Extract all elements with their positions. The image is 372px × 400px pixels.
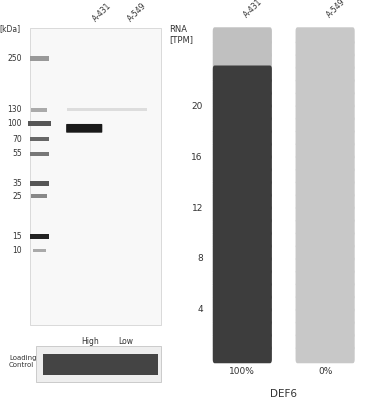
FancyBboxPatch shape: [213, 91, 272, 108]
FancyBboxPatch shape: [295, 257, 355, 274]
Text: Loading
Control: Loading Control: [9, 355, 36, 368]
Text: 20: 20: [192, 102, 203, 110]
Text: A-431: A-431: [242, 0, 264, 20]
Text: 250: 250: [7, 54, 22, 63]
FancyBboxPatch shape: [295, 308, 355, 325]
FancyBboxPatch shape: [295, 66, 355, 83]
FancyBboxPatch shape: [295, 295, 355, 312]
FancyBboxPatch shape: [295, 333, 355, 350]
FancyBboxPatch shape: [213, 269, 272, 287]
FancyBboxPatch shape: [213, 320, 272, 338]
FancyBboxPatch shape: [213, 333, 272, 350]
Text: 15: 15: [12, 232, 22, 241]
FancyBboxPatch shape: [32, 108, 48, 112]
Text: High: High: [82, 337, 99, 346]
FancyBboxPatch shape: [213, 142, 272, 160]
FancyBboxPatch shape: [67, 108, 147, 111]
Text: DEF6: DEF6: [270, 389, 297, 399]
FancyBboxPatch shape: [295, 218, 355, 236]
FancyBboxPatch shape: [30, 181, 49, 186]
Text: 130: 130: [7, 105, 22, 114]
FancyBboxPatch shape: [295, 78, 355, 96]
FancyBboxPatch shape: [33, 249, 46, 252]
FancyBboxPatch shape: [295, 27, 355, 45]
FancyBboxPatch shape: [295, 231, 355, 248]
Text: 70: 70: [12, 135, 22, 144]
FancyBboxPatch shape: [213, 218, 272, 236]
FancyBboxPatch shape: [213, 129, 272, 147]
FancyBboxPatch shape: [213, 257, 272, 274]
Text: 12: 12: [192, 204, 203, 212]
FancyBboxPatch shape: [295, 40, 355, 58]
FancyBboxPatch shape: [213, 27, 272, 45]
FancyBboxPatch shape: [295, 320, 355, 338]
FancyBboxPatch shape: [213, 346, 272, 363]
Text: 25: 25: [12, 192, 22, 200]
FancyBboxPatch shape: [66, 124, 102, 133]
FancyBboxPatch shape: [295, 244, 355, 261]
FancyBboxPatch shape: [213, 193, 272, 210]
Text: 100%: 100%: [230, 367, 255, 376]
FancyBboxPatch shape: [213, 155, 272, 172]
Text: A-549: A-549: [325, 0, 347, 20]
FancyBboxPatch shape: [213, 295, 272, 312]
Text: 0%: 0%: [318, 367, 332, 376]
Text: RNA
[TPM]: RNA [TPM]: [169, 25, 193, 44]
FancyBboxPatch shape: [213, 231, 272, 248]
FancyBboxPatch shape: [213, 40, 272, 58]
FancyBboxPatch shape: [30, 28, 161, 325]
FancyBboxPatch shape: [43, 354, 158, 374]
FancyBboxPatch shape: [295, 53, 355, 70]
FancyBboxPatch shape: [295, 193, 355, 210]
FancyBboxPatch shape: [28, 121, 51, 126]
FancyBboxPatch shape: [30, 137, 49, 141]
FancyBboxPatch shape: [30, 234, 49, 239]
FancyBboxPatch shape: [213, 116, 272, 134]
FancyBboxPatch shape: [295, 116, 355, 134]
Text: 55: 55: [12, 150, 22, 158]
FancyBboxPatch shape: [213, 78, 272, 96]
FancyBboxPatch shape: [36, 346, 161, 382]
FancyBboxPatch shape: [295, 155, 355, 172]
Text: Low: Low: [118, 337, 133, 346]
Text: 35: 35: [12, 179, 22, 188]
FancyBboxPatch shape: [295, 142, 355, 160]
Text: 16: 16: [191, 152, 203, 162]
FancyBboxPatch shape: [295, 269, 355, 287]
FancyBboxPatch shape: [295, 346, 355, 363]
FancyBboxPatch shape: [213, 206, 272, 223]
FancyBboxPatch shape: [295, 168, 355, 185]
FancyBboxPatch shape: [295, 282, 355, 300]
FancyBboxPatch shape: [32, 194, 48, 198]
Text: 100: 100: [7, 119, 22, 128]
FancyBboxPatch shape: [295, 104, 355, 121]
FancyBboxPatch shape: [213, 180, 272, 198]
FancyBboxPatch shape: [213, 104, 272, 121]
Text: [kDa]: [kDa]: [0, 24, 20, 33]
FancyBboxPatch shape: [213, 66, 272, 83]
FancyBboxPatch shape: [213, 168, 272, 185]
Text: A-431: A-431: [91, 2, 113, 24]
Text: A-549: A-549: [126, 2, 148, 24]
FancyBboxPatch shape: [30, 56, 49, 61]
FancyBboxPatch shape: [295, 129, 355, 147]
FancyBboxPatch shape: [213, 308, 272, 325]
FancyBboxPatch shape: [213, 244, 272, 261]
FancyBboxPatch shape: [30, 152, 49, 156]
Text: 8: 8: [197, 254, 203, 264]
FancyBboxPatch shape: [295, 180, 355, 198]
FancyBboxPatch shape: [213, 282, 272, 300]
Text: 4: 4: [197, 306, 203, 314]
FancyBboxPatch shape: [213, 53, 272, 70]
FancyBboxPatch shape: [295, 206, 355, 223]
Text: 10: 10: [12, 246, 22, 256]
FancyBboxPatch shape: [295, 91, 355, 108]
